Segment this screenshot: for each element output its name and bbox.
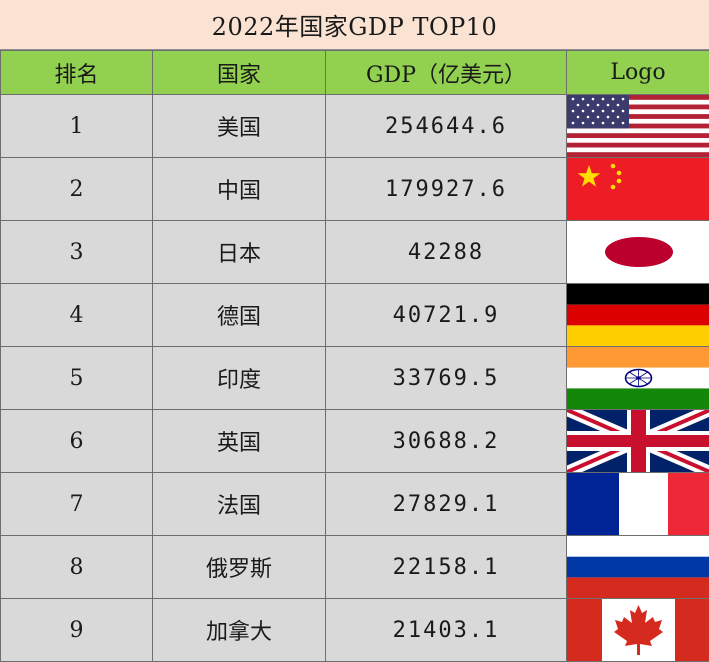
- logo-cell[interactable]: [566, 283, 709, 347]
- logo-cell[interactable]: [566, 598, 709, 662]
- china-flag-icon: [567, 158, 709, 220]
- logo-cell[interactable]: [566, 157, 709, 221]
- gdp-cell[interactable]: 33769.5: [325, 346, 567, 410]
- header-rank[interactable]: 排名: [0, 50, 153, 95]
- table-row: 6 英国 30688.2: [0, 409, 709, 473]
- table-row: 2 中国 179927.6: [0, 157, 709, 221]
- gdp-table: 排名 国家 GDP（亿美元） Logo 1 美国 254644.6: [0, 50, 709, 662]
- logo-cell[interactable]: [566, 409, 709, 473]
- rank-cell[interactable]: 9: [0, 598, 153, 662]
- table-row: 7 法国 27829.1: [0, 472, 709, 536]
- india-flag-icon: [567, 347, 709, 409]
- table-title: 2022年国家GDP TOP10: [0, 0, 709, 50]
- country-cell[interactable]: 中国: [152, 157, 326, 221]
- country-cell[interactable]: 俄罗斯: [152, 535, 326, 599]
- gdp-cell[interactable]: 254644.6: [325, 94, 567, 158]
- table-row: 1 美国 254644.6: [0, 94, 709, 158]
- header-logo[interactable]: Logo: [566, 50, 709, 95]
- gdp-cell[interactable]: 30688.2: [325, 409, 567, 473]
- gdp-cell[interactable]: 22158.1: [325, 535, 567, 599]
- rank-cell[interactable]: 1: [0, 94, 153, 158]
- rank-cell[interactable]: 3: [0, 220, 153, 284]
- rank-cell[interactable]: 8: [0, 535, 153, 599]
- country-cell[interactable]: 英国: [152, 409, 326, 473]
- rank-cell[interactable]: 5: [0, 346, 153, 410]
- canada-flag-icon: [567, 599, 709, 661]
- logo-cell[interactable]: [566, 94, 709, 158]
- logo-cell[interactable]: [566, 472, 709, 536]
- gdp-cell[interactable]: 21403.1: [325, 598, 567, 662]
- uk-flag-icon: [567, 410, 709, 472]
- table-row: 9 加拿大 21403.1: [0, 598, 709, 662]
- country-cell[interactable]: 美国: [152, 94, 326, 158]
- rank-cell[interactable]: 7: [0, 472, 153, 536]
- country-cell[interactable]: 加拿大: [152, 598, 326, 662]
- rank-cell[interactable]: 4: [0, 283, 153, 347]
- table-row: 3 日本 42288: [0, 220, 709, 284]
- country-cell[interactable]: 日本: [152, 220, 326, 284]
- japan-flag-icon: [567, 221, 709, 283]
- gdp-cell[interactable]: 27829.1: [325, 472, 567, 536]
- germany-flag-icon: [567, 284, 709, 346]
- france-flag-icon: [567, 473, 709, 535]
- russia-flag-icon: [567, 536, 709, 598]
- gdp-cell[interactable]: 40721.9: [325, 283, 567, 347]
- rank-cell[interactable]: 6: [0, 409, 153, 473]
- header-gdp[interactable]: GDP（亿美元）: [325, 50, 567, 95]
- country-cell[interactable]: 印度: [152, 346, 326, 410]
- logo-cell[interactable]: [566, 346, 709, 410]
- gdp-cell[interactable]: 179927.6: [325, 157, 567, 221]
- table-row: 4 德国 40721.9: [0, 283, 709, 347]
- header-row: 排名 国家 GDP（亿美元） Logo: [0, 50, 709, 95]
- usa-flag-icon: [567, 95, 709, 157]
- rank-cell[interactable]: 2: [0, 157, 153, 221]
- gdp-cell[interactable]: 42288: [325, 220, 567, 284]
- table-row: 5 印度 33769.5: [0, 346, 709, 410]
- country-cell[interactable]: 德国: [152, 283, 326, 347]
- table-row: 8 俄罗斯 22158.1: [0, 535, 709, 599]
- logo-cell[interactable]: [566, 220, 709, 284]
- country-cell[interactable]: 法国: [152, 472, 326, 536]
- logo-cell[interactable]: [566, 535, 709, 599]
- header-country[interactable]: 国家: [152, 50, 326, 95]
